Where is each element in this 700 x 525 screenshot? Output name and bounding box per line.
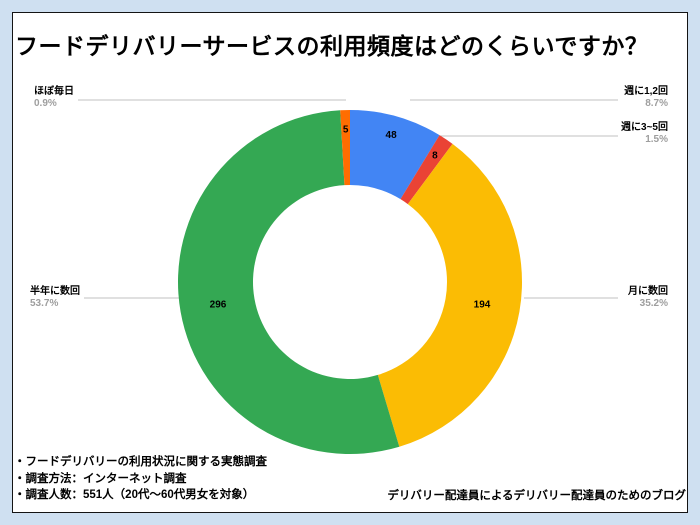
callout-weekly-1-2: 週に1,2回 8.7% [624, 86, 668, 110]
blog-credit: デリバリー配達員によるデリバリー配達員のためのブログ [387, 490, 686, 502]
callout-weekly-3-5: 週に3~5回 1.5% [621, 122, 668, 146]
callout-almost-daily: ほぼ毎日 0.9% [34, 86, 74, 110]
callout-label: 月に数回 [628, 286, 668, 297]
slice-value-label-4: 5 [343, 125, 349, 136]
slice-value-label-2: 194 [474, 300, 491, 311]
slice-value-label-1: 8 [432, 150, 438, 161]
callout-percent: 35.2% [639, 298, 668, 309]
callout-label: 週に1,2回 [624, 86, 668, 97]
callout-half-year: 半年に数回 53.7% [30, 286, 80, 310]
chart-title: フードデリバリーサービスの利用頻度はどのくらいですか？ [15, 33, 649, 59]
callout-label: ほぼ毎日 [34, 86, 74, 97]
callout-label: 週に3~5回 [621, 122, 668, 133]
note-line: ・調査人数：551人（20代～60代男女を対象） [14, 489, 255, 501]
callout-percent: 1.5% [645, 134, 668, 145]
note-line: ・フードデリバリーの利用状況に関する実態調査 [14, 456, 267, 468]
callout-percent: 53.7% [30, 298, 59, 309]
callout-monthly: 月に数回 35.2% [628, 286, 668, 310]
donut-slice-4 [340, 110, 350, 186]
survey-notes: ・フードデリバリーの利用状況に関する実態調査 ・調査方法：インターネット調査 ・… [14, 454, 267, 504]
donut-slice-2 [377, 143, 523, 447]
callout-percent: 8.7% [645, 98, 668, 109]
donut-slice-1 [400, 135, 453, 205]
note-line: ・調査方法：インターネット調査 [14, 472, 187, 485]
donut-slice-0 [350, 110, 440, 200]
donut-slice-3 [177, 110, 400, 455]
slice-value-label-3: 296 [210, 300, 227, 311]
callout-percent: 0.9% [34, 98, 57, 109]
slice-value-label-0: 48 [386, 130, 398, 141]
callout-label: 半年に数回 [30, 286, 80, 297]
